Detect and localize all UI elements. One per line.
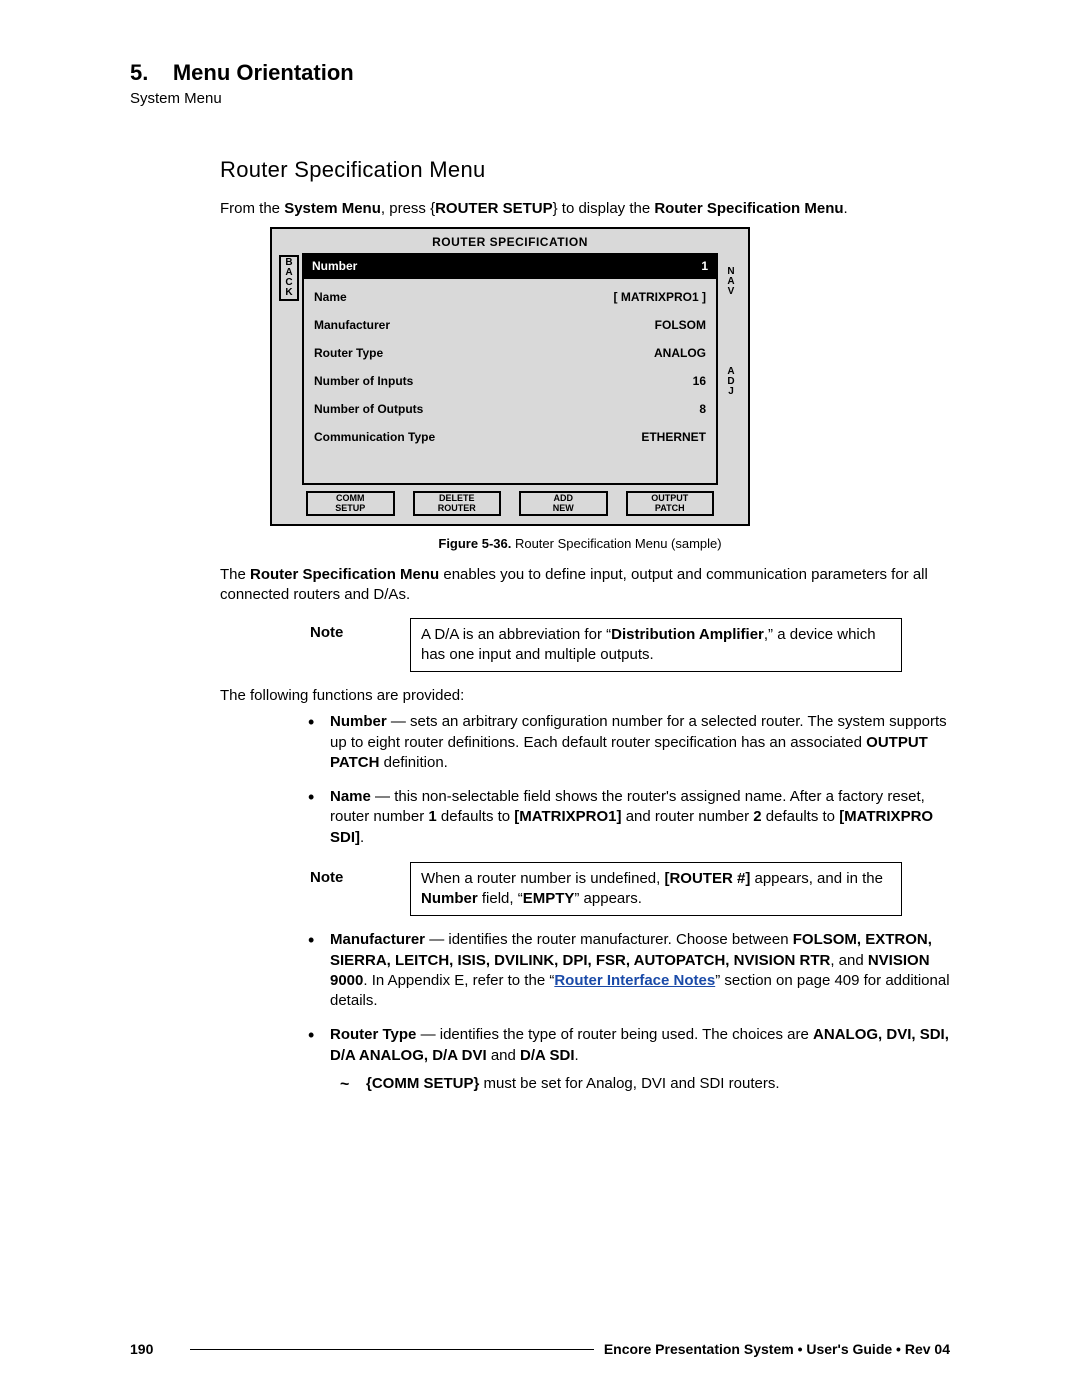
breadcrumb: System Menu [130,90,950,107]
footer-text: Encore Presentation System • User's Guid… [604,1341,950,1357]
selected-label: Number [312,259,357,273]
router-spec-panel: ROUTER SPECIFICATION B A C K Number [270,227,750,526]
note-box: A D/A is an abbreviation for “Distributi… [410,618,902,673]
bullet-manufacturer: Manufacturer — identifies the router man… [130,930,950,1011]
bullet-number: Number — sets an arbitrary configuration… [130,712,950,773]
list-item[interactable]: Router TypeANALOG [304,339,716,367]
softkey-delete-router[interactable]: DELETEROUTER [413,491,502,516]
note-label: Note [310,862,410,888]
chapter-number: 5. [130,60,148,85]
list-item[interactable]: Number of Inputs16 [304,367,716,395]
nav-label: N A V [727,267,734,297]
selected-row[interactable]: Number 1 [302,253,718,279]
lead-sentence: The following functions are provided: [220,686,950,706]
note-label: Note [310,618,410,641]
softkey-row: COMMSETUP DELETEROUTER ADDNEW OUTPUTPATC… [302,491,718,516]
list-item[interactable]: ManufacturerFOLSOM [304,311,716,339]
selected-value: 1 [701,259,708,273]
function-list: Number — sets an arbitrary configuration… [130,712,950,1094]
list-item[interactable]: Name[ MATRIXPRO1 ] [304,283,716,311]
chapter-title-text: Menu Orientation [173,60,354,85]
note-da: Note A D/A is an abbreviation for “Distr… [310,618,950,673]
bullet-router-type: Router Type — identifies the type of rou… [130,1025,950,1094]
figure-wrap: ROUTER SPECIFICATION B A C K Number [270,227,950,551]
softkey-output-patch[interactable]: OUTPUTPATCH [626,491,715,516]
intro-paragraph: From the System Menu, press {ROUTER SETU… [220,199,950,219]
bullet-name: Name — this non-selectable field shows t… [130,787,950,916]
list-item[interactable]: Communication TypeETHERNET [304,423,716,451]
page-footer: 190 Encore Presentation System • User's … [130,1341,950,1357]
softkey-comm-setup[interactable]: COMMSETUP [306,491,395,516]
rows-list: Name[ MATRIXPRO1 ] ManufacturerFOLSOM Ro… [302,279,718,485]
back-button[interactable]: B A C K [279,255,299,301]
router-interface-notes-link[interactable]: Router Interface Notes [554,972,715,989]
adj-label: A D J [727,367,734,397]
page: 5. Menu Orientation System Menu Router S… [0,0,1080,1397]
page-number: 190 [130,1341,180,1357]
section-title: Router Specification Menu [220,157,950,183]
footer-rule [190,1349,594,1350]
note-router-undef: Note When a router number is undefined, … [310,862,950,917]
panel-title: ROUTER SPECIFICATION [280,235,740,249]
note-box: When a router number is undefined, [ROUT… [410,862,902,917]
chapter-heading: 5. Menu Orientation [130,60,950,86]
nav-adj-col: N A V A D J [722,253,740,397]
paragraph-desc: The Router Specification Menu enables yo… [220,565,950,606]
panel-center: Number 1 Name[ MATRIXPRO1 ] Manufacturer… [302,253,718,516]
softkey-add-new[interactable]: ADDNEW [519,491,608,516]
figure-caption: Figure 5-36. Router Specification Menu (… [210,536,950,551]
sub-bullet-comm-setup: {COMM SETUP} must be set for Analog, DVI… [330,1074,950,1094]
back-button-col: B A C K [280,253,298,301]
list-item[interactable]: Number of Outputs8 [304,395,716,423]
